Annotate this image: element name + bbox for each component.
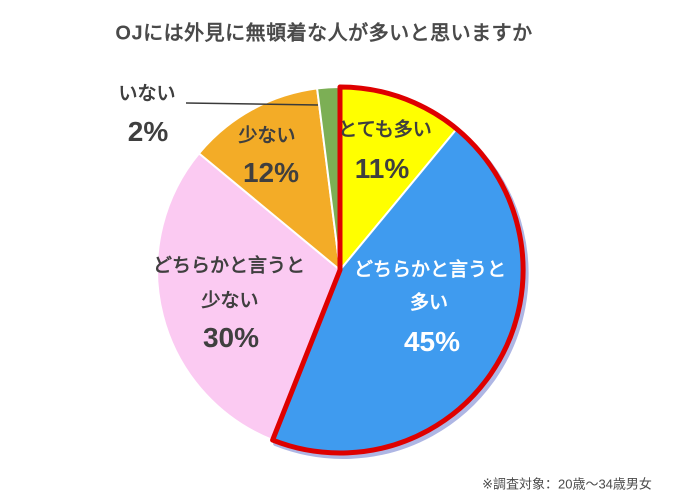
survey-footnote: ※調査対象：20歳〜34歳男女 [482,476,652,492]
pie-percent-somewhat-few: 30% [202,322,260,353]
pie-percent-very-many: 11% [354,153,410,184]
pie-label-somewhat-many-line2: 多い [409,292,449,314]
pie-label-somewhat-few-line2: 少ない [201,290,259,312]
pie-percent-none: 2% [127,116,169,147]
pie-label-somewhat-few-line1: どちらかと言うと [152,255,306,277]
pie-percent-few: 12% [242,157,300,188]
pie-slice-somewhat-few [156,152,341,442]
pie-label-none: いない [118,83,176,105]
pie-label-somewhat-many-line1: どちらかと言うと [353,259,507,281]
pie-highlight-outline [270,84,526,456]
callout-leader-line [185,102,319,106]
pie-slice-few [198,87,341,271]
pie-label-few: 少ない [238,125,296,147]
pie-label-very-many: とても多い [338,119,432,141]
chart-title: OJには外見に無頓着な人が多いと思いますか [115,22,533,45]
pie-percent-somewhat-many: 45% [403,326,461,357]
